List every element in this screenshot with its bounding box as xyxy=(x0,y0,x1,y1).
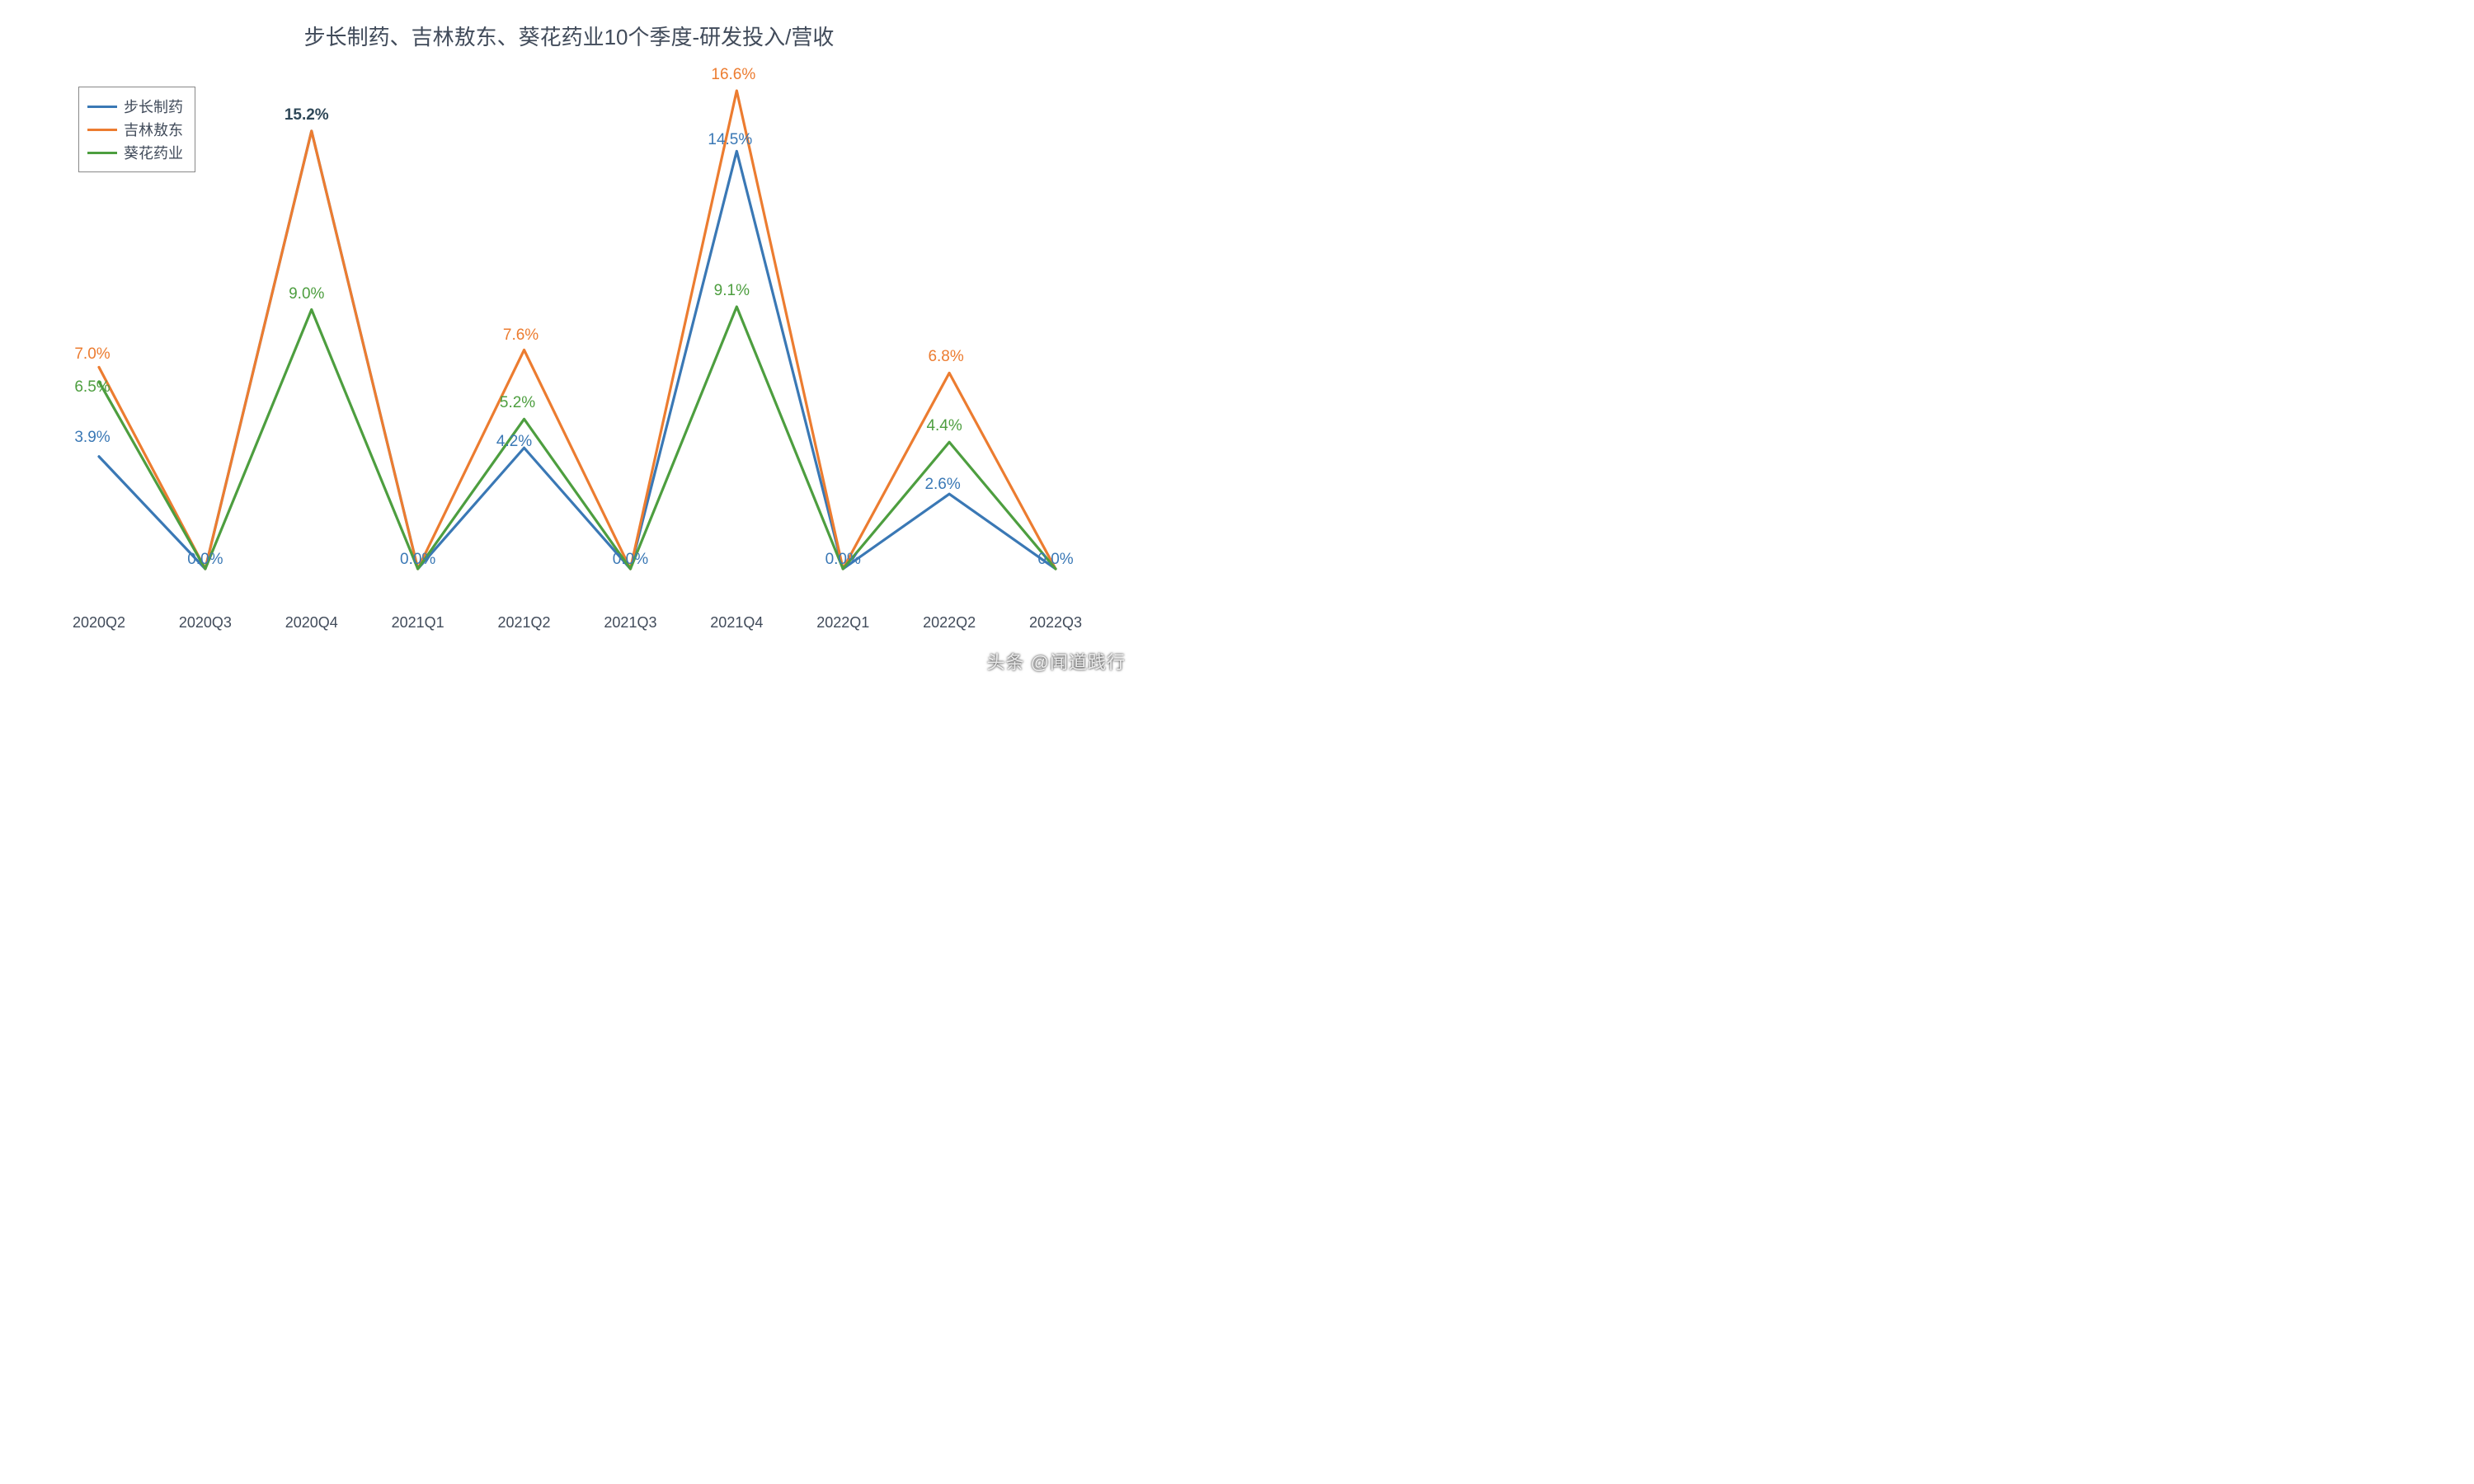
watermark: 头条 @闻道践行 xyxy=(987,648,1126,674)
data-label: 7.6% xyxy=(503,326,539,345)
data-label: 4.4% xyxy=(926,417,962,435)
data-label: 9.1% xyxy=(714,282,750,300)
series-line xyxy=(99,131,1056,569)
x-axis-label: 2020Q2 xyxy=(73,614,125,632)
data-label: 0.0% xyxy=(1037,551,1073,569)
series-line xyxy=(99,307,1056,569)
data-label: 14.5% xyxy=(708,131,752,149)
plot-svg xyxy=(70,82,1084,594)
x-axis-label: 2022Q2 xyxy=(923,614,976,632)
x-axis-label: 2022Q1 xyxy=(816,614,869,632)
x-axis-label: 2021Q2 xyxy=(498,614,551,632)
data-label: 4.2% xyxy=(496,433,532,451)
data-label: 15.2% xyxy=(285,106,329,124)
chart-title: 步长制药、吉林敖东、葵花药业10个季度-研发投入/营收 xyxy=(0,21,1138,51)
chart-container: 步长制药、吉林敖东、葵花药业10个季度-研发投入/营收 步长制药吉林敖东葵花药业… xyxy=(0,0,1138,683)
x-axis-label: 2022Q3 xyxy=(1029,614,1082,632)
data-label: 2.6% xyxy=(924,476,960,494)
x-axis-label: 2021Q3 xyxy=(604,614,656,632)
data-label: 5.2% xyxy=(500,394,535,412)
data-label: 0.0% xyxy=(187,551,223,569)
plot-area: 3.9% 0.0% 15.2% 0.0% 4.2% 0.0% 14.5% 0.0% 2.6% 0.… xyxy=(70,82,1084,594)
data-label: 6.8% xyxy=(928,348,963,366)
data-label: 0.0% xyxy=(825,551,861,569)
series-line xyxy=(99,91,1056,569)
x-axis-label: 2021Q4 xyxy=(710,614,763,632)
x-axis-label: 2020Q3 xyxy=(179,614,232,632)
data-label: 3.9% xyxy=(74,429,110,447)
data-label: 6.5% xyxy=(74,378,110,397)
data-label: 0.0% xyxy=(400,551,435,569)
x-axis-label: 2021Q1 xyxy=(392,614,444,632)
data-label: 16.6% xyxy=(711,66,755,84)
x-axis-label: 2020Q4 xyxy=(285,614,338,632)
data-label: 9.0% xyxy=(289,285,324,303)
data-label: 0.0% xyxy=(613,551,648,569)
data-label: 7.0% xyxy=(74,345,110,364)
